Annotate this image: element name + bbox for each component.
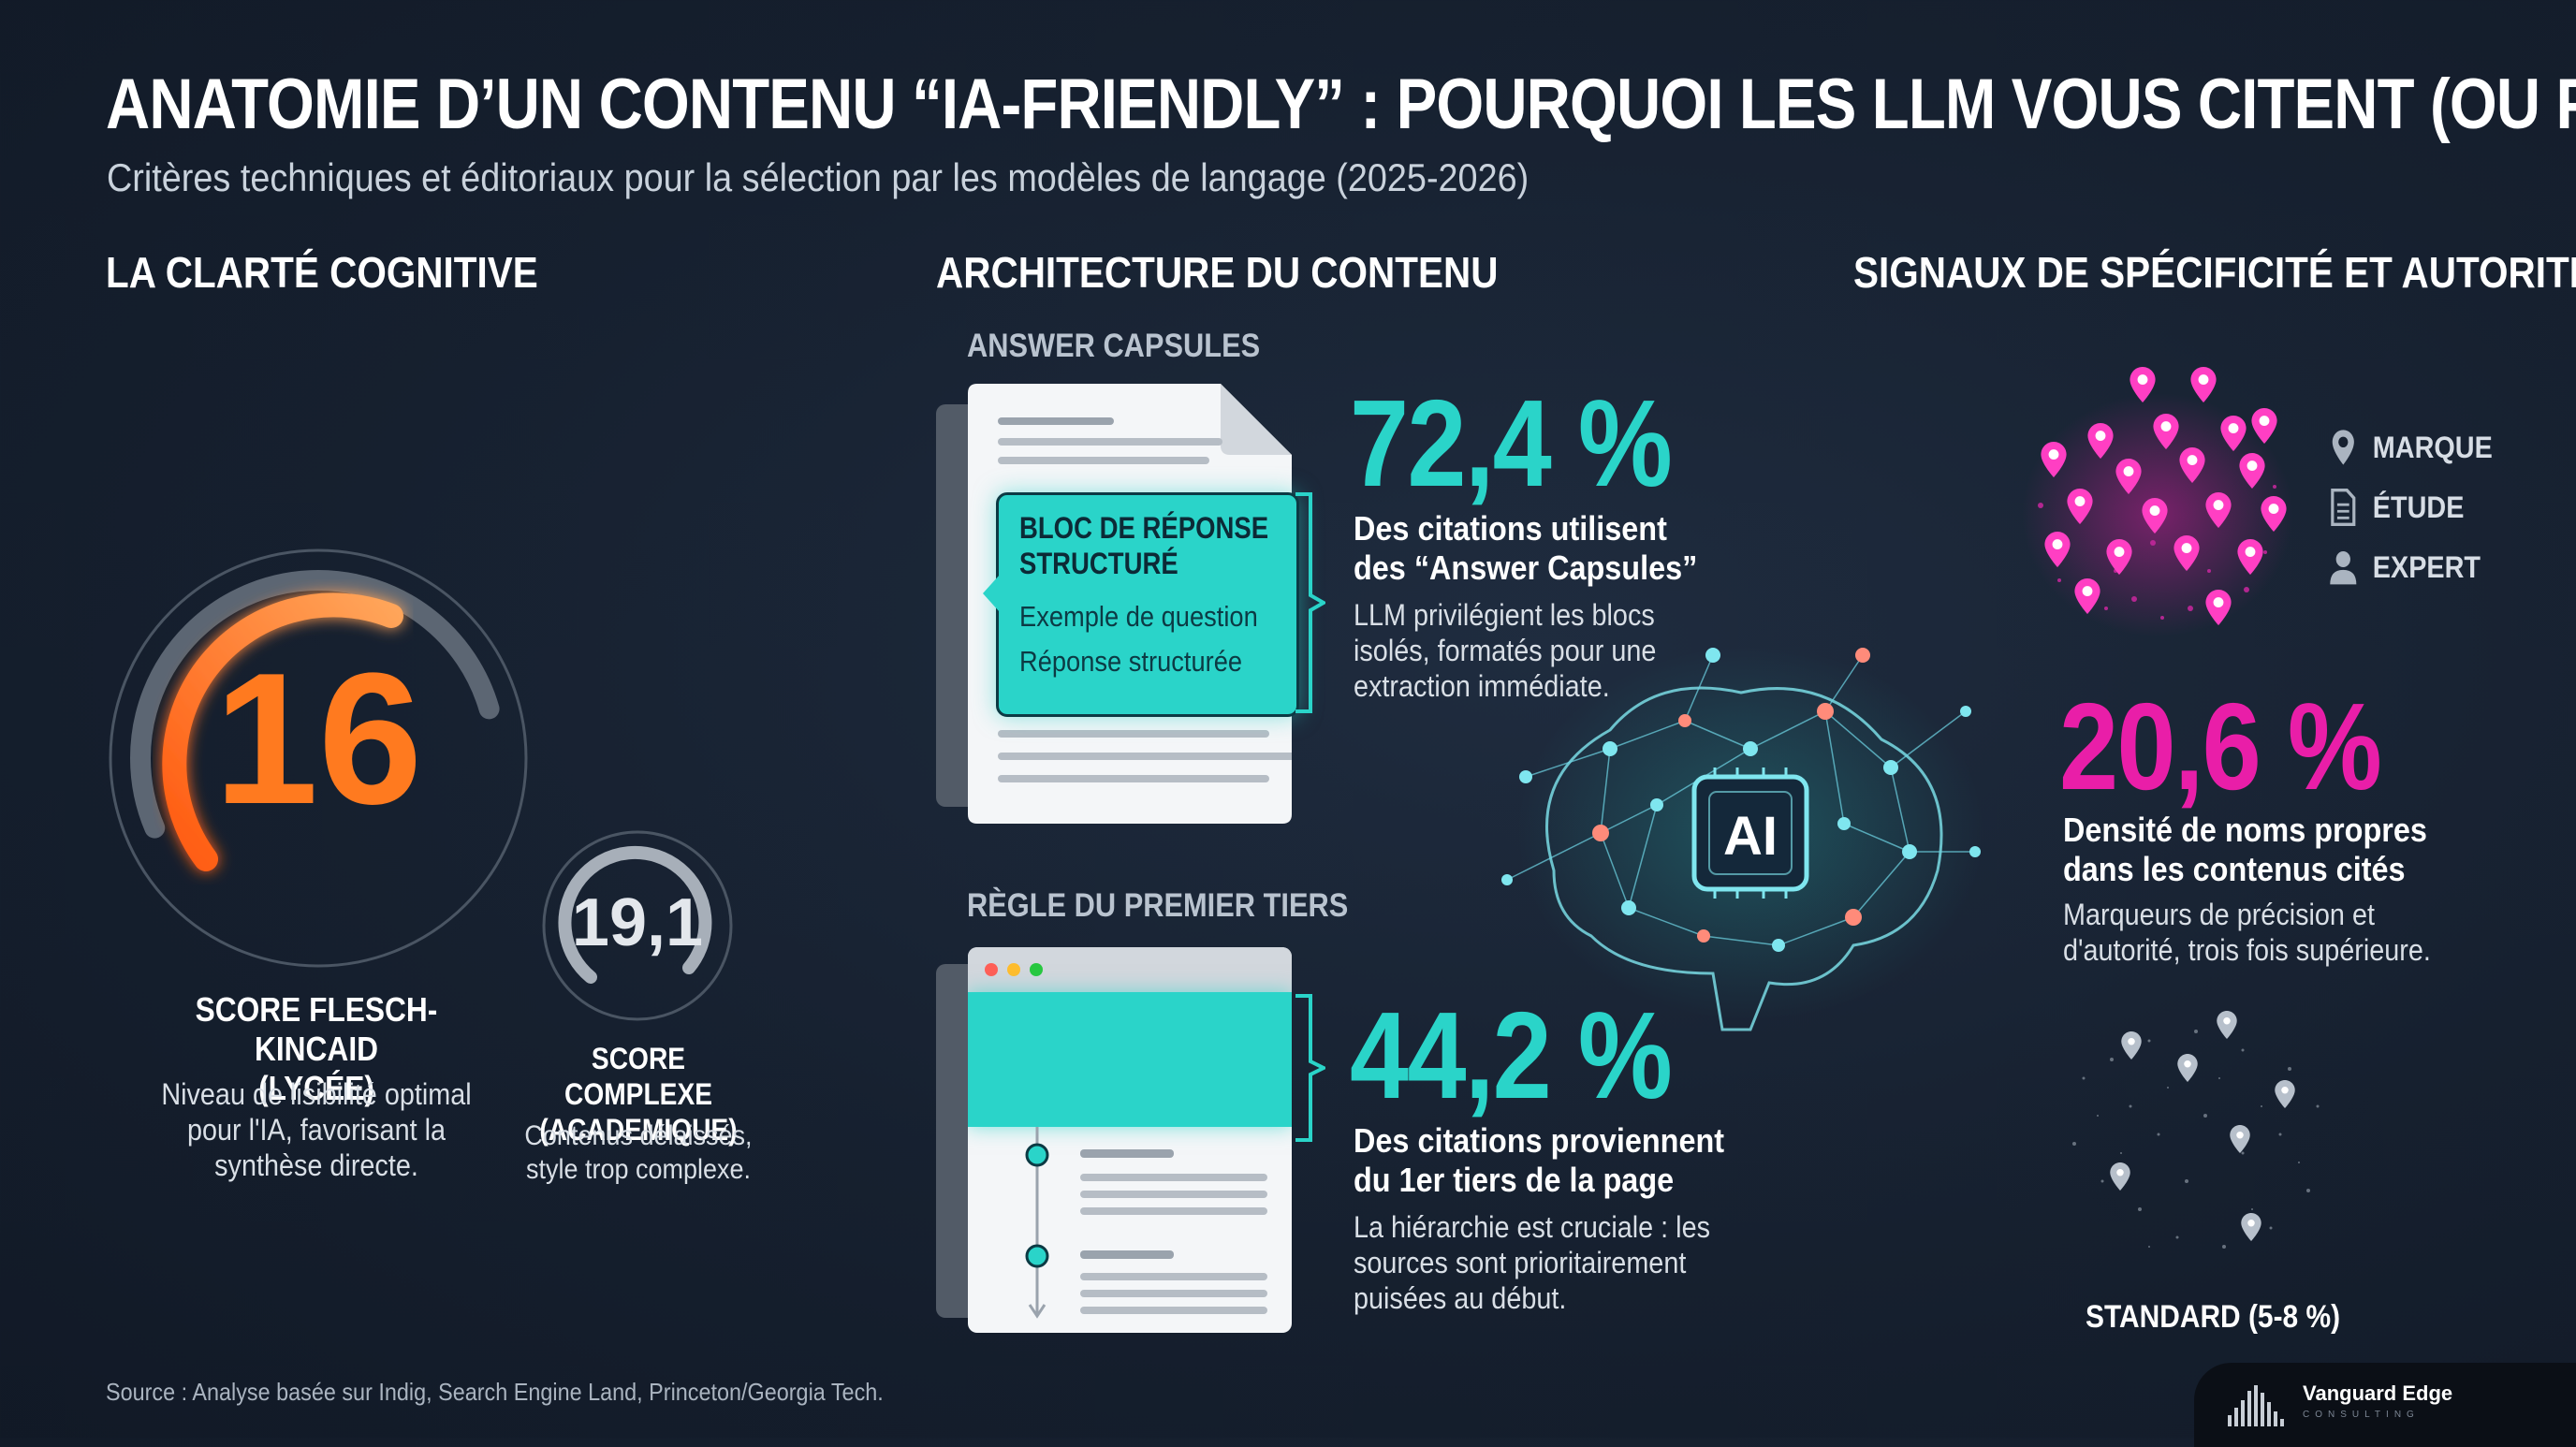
capsules-stat-label: Des citations utilisent des “Answer Caps…: [1354, 509, 1698, 587]
signals-stat: 20,6 %: [2059, 678, 2382, 815]
capsules-stat: 72,4 %: [1350, 374, 1673, 512]
capsule-pointer: [983, 575, 1000, 612]
flesch-label: SCORE FLESCH-KINCAID (LYCÉE): [195, 990, 438, 1107]
source-note: Source : Analyse basée sur Indig, Search…: [106, 1378, 884, 1406]
map-pin-icon: [2332, 430, 2354, 465]
signals-stat-label: Densité de noms propres dans les contenu…: [2063, 811, 2427, 888]
page-structure-lines: [1025, 1127, 1267, 1319]
browser-shadow: [936, 964, 973, 1318]
document-icon: [2331, 489, 2356, 526]
answer-capsules-heading: ANSWER CAPSULES: [967, 328, 1261, 364]
legend-item-etude: ÉTUDE: [2329, 489, 2493, 526]
first-third-heading: RÈGLE DU PREMIER TIERS: [967, 887, 1349, 924]
brand-badge: Vanguard Edge CONSULTING: [2194, 1363, 2576, 1447]
first-third-stat-label: Des citations proviennent du 1er tiers d…: [1354, 1121, 1725, 1199]
complex-gauge: [542, 830, 733, 1021]
ai-chip-label: AI: [1723, 806, 1778, 867]
document-shadow: [936, 404, 973, 807]
complex-score-value: 19,1: [571, 885, 704, 960]
minimize-dot-icon: [1007, 963, 1020, 976]
complex-label: SCORE COMPLEXE (ACADEMIQUE): [539, 1042, 738, 1147]
sparse-pins-cluster: [2072, 1011, 2320, 1249]
brand-tagline: CONSULTING: [2303, 1410, 2420, 1420]
first-third-highlight: [968, 992, 1292, 1127]
ai-brain-icon: [1501, 646, 1984, 1031]
browser-titlebar: [968, 947, 1292, 992]
brand-logo-icon: [2228, 1385, 2284, 1426]
section-heading-architecture: ARCHITECTURE DU CONTENU: [936, 248, 1499, 297]
first-third-description: La hiérarchie est cruciale : les sources…: [1354, 1210, 1710, 1315]
flesch-score-value: 16: [213, 635, 423, 843]
flesch-description: Niveau de lisibilité optimal pour l'IA, …: [161, 1077, 472, 1182]
answer-capsule-title: BLOC DE RÉPONSE STRUCTURÉ: [1019, 511, 1269, 580]
page-title: ANATOMIE D’UN CONTENU “IA-FRIENDLY” : PO…: [106, 65, 2576, 144]
first-third-bracket: [1295, 994, 1325, 1142]
browser-window-icon: [968, 947, 1292, 1333]
maximize-dot-icon: [1030, 963, 1043, 976]
first-third-stat: 44,2 %: [1350, 987, 1673, 1124]
section-heading-signals: SIGNAUX DE SPÉCIFICITÉ ET AUTORITÉ: [1853, 248, 2576, 297]
answer-capsule-block: BLOC DE RÉPONSE STRUCTURÉ Exemple de que…: [996, 492, 1299, 717]
capsules-description: LLM privilégient les blocs isolés, forma…: [1354, 598, 1657, 703]
section-heading-clarity: LA CLARTÉ COGNITIVE: [106, 248, 538, 297]
complex-description: Contenus délaissés, style trop complexe.: [524, 1120, 753, 1185]
page-subtitle: Critères techniques et éditoriaux pour l…: [107, 155, 1530, 199]
close-dot-icon: [985, 963, 998, 976]
flesch-gauge: [109, 548, 528, 968]
user-icon: [2330, 551, 2357, 585]
dense-pins-cluster: [2022, 367, 2293, 636]
answer-capsule-lines: Exemple de question Réponse structurée: [1019, 600, 1258, 678]
standard-label: STANDARD (5-8 %): [2086, 1299, 2341, 1335]
legend-item-marque: MARQUE: [2329, 429, 2493, 466]
signals-description: Marqueurs de précision et d'autorité, tr…: [2063, 898, 2431, 967]
legend-item-expert: EXPERT: [2329, 548, 2493, 586]
brand-name: Vanguard Edge: [2303, 1381, 2453, 1405]
capsule-bracket: [1295, 492, 1325, 713]
signals-legend: MARQUE ÉTUDE EXPERT: [2329, 429, 2510, 586]
